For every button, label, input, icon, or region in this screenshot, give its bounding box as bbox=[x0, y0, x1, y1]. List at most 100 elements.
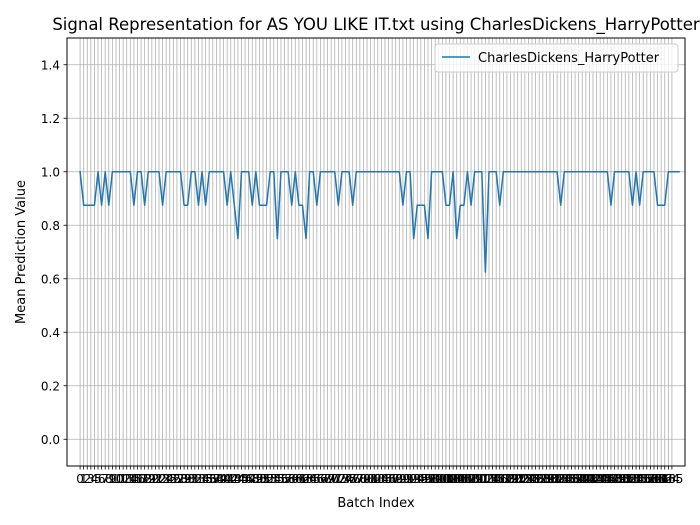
x-tick-label: 108 bbox=[456, 472, 479, 486]
x-tick-label: 43 bbox=[227, 472, 242, 486]
x-tick-label: 17 bbox=[133, 472, 148, 486]
x-tick-label: 55 bbox=[270, 472, 285, 486]
legend-label: CharlesDickens_HarryPotter bbox=[478, 51, 660, 66]
x-tick-label: 60 bbox=[288, 472, 303, 486]
x-tick-label: 51 bbox=[255, 472, 270, 486]
x-tick-label: 52 bbox=[259, 472, 274, 486]
x-tick-label: 95 bbox=[413, 472, 428, 486]
x-tick-label: 71 bbox=[327, 472, 342, 486]
x-tick-label: 69 bbox=[320, 472, 335, 486]
x-tick-label: 90 bbox=[395, 472, 410, 486]
x-tick-label: 132 bbox=[542, 472, 565, 486]
x-tick-label: 48 bbox=[245, 472, 260, 486]
x-tick-label: 49 bbox=[248, 472, 263, 486]
x-tick-label: 4 bbox=[91, 472, 99, 486]
x-tick-label: 149 bbox=[603, 472, 626, 486]
x-tick-label: 102 bbox=[434, 472, 457, 486]
x-tick-label: 157 bbox=[632, 472, 655, 486]
x-tick-label: 94 bbox=[410, 472, 425, 486]
x-tick-label: 151 bbox=[610, 472, 633, 486]
x-tick-label: 139 bbox=[567, 472, 590, 486]
x-tick-label: 57 bbox=[277, 472, 292, 486]
x-tick-label: 74 bbox=[338, 472, 353, 486]
x-tick-label: 153 bbox=[617, 472, 640, 486]
chart-title: Signal Representation for AS YOU LIKE IT… bbox=[52, 15, 700, 35]
x-tick-label: 155 bbox=[625, 472, 648, 486]
x-tick-label: 61 bbox=[291, 472, 306, 486]
x-tick-label: 106 bbox=[449, 472, 472, 486]
x-tick-label: 138 bbox=[564, 472, 587, 486]
x-tick-label: 125 bbox=[517, 472, 540, 486]
x-tick-label: 70 bbox=[324, 472, 339, 486]
y-tick-label: 0.2 bbox=[41, 379, 60, 393]
x-tick-label: 56 bbox=[273, 472, 288, 486]
x-ticks: 0123456789101112131415161718192021222324… bbox=[76, 466, 683, 486]
x-tick-label: 118 bbox=[492, 472, 515, 486]
x-tick-label: 152 bbox=[614, 472, 637, 486]
x-tick-label: 32 bbox=[187, 472, 202, 486]
x-tick-label: 98 bbox=[424, 472, 439, 486]
x-tick-label: 86 bbox=[381, 472, 396, 486]
x-tick-label: 16 bbox=[130, 472, 145, 486]
x-tick-label: 103 bbox=[438, 472, 461, 486]
x-tick-label: 163 bbox=[653, 472, 676, 486]
x-tick-label: 0 bbox=[76, 472, 84, 486]
x-tick-label: 30 bbox=[180, 472, 195, 486]
x-tick-label: 140 bbox=[571, 472, 594, 486]
x-tick-label: 35 bbox=[198, 472, 213, 486]
x-tick-label: 96 bbox=[417, 472, 432, 486]
x-tick-label: 18 bbox=[137, 472, 152, 486]
x-tick-label: 26 bbox=[166, 472, 181, 486]
x-tick-label: 78 bbox=[352, 472, 367, 486]
x-tick-label: 131 bbox=[539, 472, 562, 486]
x-tick-label: 59 bbox=[284, 472, 299, 486]
x-tick-label: 111 bbox=[467, 472, 490, 486]
x-tick-label: 130 bbox=[535, 472, 558, 486]
x-tick-label: 104 bbox=[442, 472, 465, 486]
x-tick-label: 54 bbox=[266, 472, 281, 486]
x-tick-label: 83 bbox=[370, 472, 385, 486]
x-tick-label: 42 bbox=[223, 472, 238, 486]
x-tick-label: 40 bbox=[216, 472, 231, 486]
x-tick-label: 29 bbox=[176, 472, 191, 486]
x-tick-label: 136 bbox=[556, 472, 579, 486]
series-line bbox=[79, 170, 680, 273]
x-tick-label: 116 bbox=[485, 472, 508, 486]
x-tick-label: 50 bbox=[252, 472, 267, 486]
x-tick-label: 28 bbox=[173, 472, 188, 486]
x-tick-label: 145 bbox=[589, 472, 612, 486]
x-tick-label: 121 bbox=[503, 472, 526, 486]
x-tick-label: 25 bbox=[162, 472, 177, 486]
x-tick-label: 114 bbox=[478, 472, 501, 486]
x-tick-label: 34 bbox=[194, 472, 209, 486]
x-tick-label: 93 bbox=[406, 472, 421, 486]
x-tick-label: 164 bbox=[657, 472, 680, 486]
x-tick-label: 10 bbox=[108, 472, 123, 486]
x-tick-label: 36 bbox=[202, 472, 217, 486]
x-tick-label: 5 bbox=[94, 472, 102, 486]
x-tick-label: 2 bbox=[83, 472, 91, 486]
x-tick-label: 100 bbox=[427, 472, 450, 486]
x-tick-label: 123 bbox=[510, 472, 533, 486]
x-tick-label: 33 bbox=[191, 472, 206, 486]
x-tick-label: 11 bbox=[112, 472, 127, 486]
x-tick-label: 38 bbox=[209, 472, 224, 486]
y-tick-label: 0.4 bbox=[41, 326, 60, 340]
x-tick-label: 39 bbox=[212, 472, 227, 486]
x-tick-label: 158 bbox=[635, 472, 658, 486]
x-tick-label: 137 bbox=[560, 472, 583, 486]
x-tick-label: 72 bbox=[331, 472, 346, 486]
x-tick-label: 128 bbox=[528, 472, 551, 486]
x-tick-label: 76 bbox=[345, 472, 360, 486]
x-tick-label: 9 bbox=[109, 472, 117, 486]
x-tick-label: 124 bbox=[513, 472, 536, 486]
x-tick-label: 47 bbox=[241, 472, 256, 486]
x-tick-label: 37 bbox=[205, 472, 220, 486]
x-tick-label: 135 bbox=[553, 472, 576, 486]
x-tick-label: 81 bbox=[363, 472, 378, 486]
x-tick-label: 44 bbox=[230, 472, 245, 486]
x-tick-label: 165 bbox=[660, 472, 683, 486]
x-axis-label: Batch Index bbox=[337, 496, 415, 511]
x-tick-label: 142 bbox=[578, 472, 601, 486]
x-tick-label: 63 bbox=[298, 472, 313, 486]
